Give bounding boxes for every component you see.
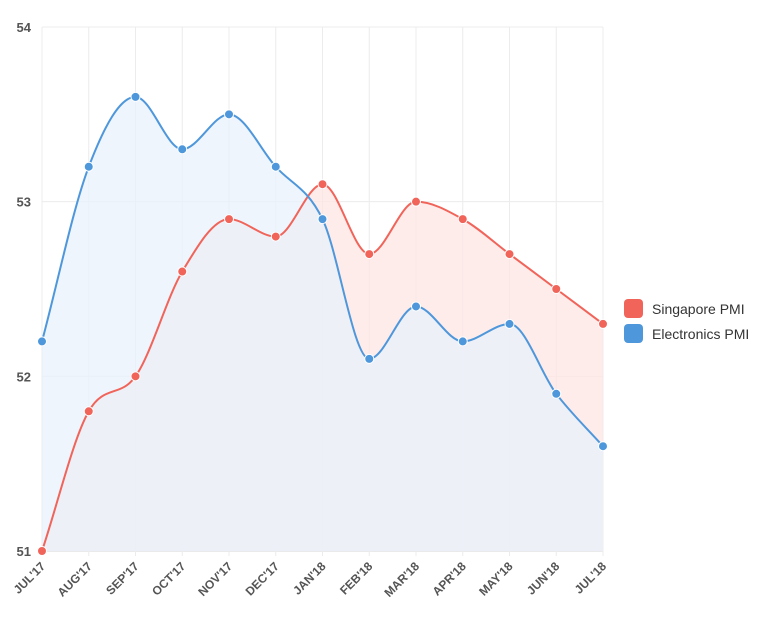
x-tick-label: NOV'17 (195, 559, 235, 599)
y-tick-label: 53 (17, 195, 31, 210)
series-area-1 (42, 96, 603, 551)
data-point[interactable] (551, 284, 562, 294)
data-point[interactable] (551, 388, 562, 399)
legend-item-electronics-pmi[interactable]: Electronics PMI (624, 321, 749, 346)
series-line-0 (41, 183, 604, 552)
legend-item-singapore-pmi[interactable]: Singapore PMI (624, 296, 749, 321)
x-tick-label: JUL'17 (11, 559, 49, 597)
legend-swatch-electronics (624, 324, 643, 343)
x-tick-label: AUG'17 (55, 559, 95, 599)
y-tick-label: 54 (17, 20, 32, 35)
data-point[interactable] (317, 214, 328, 225)
x-tick-label: APR'18 (430, 559, 470, 599)
data-point[interactable] (457, 214, 468, 225)
series-points (37, 91, 608, 556)
x-tick-label: DEC'17 (243, 559, 283, 599)
data-point[interactable] (270, 231, 281, 242)
x-tick-label: MAR'18 (381, 559, 422, 600)
x-tick-label: FEB'18 (337, 559, 376, 598)
y-axis-ticks: 51 52 53 54 (17, 20, 32, 559)
data-point[interactable] (504, 249, 515, 260)
data-point[interactable] (598, 318, 608, 329)
data-point[interactable] (37, 546, 47, 556)
x-axis-ticks: JUL'17 AUG'17 SEP'17 OCT'17 NOV'17 DEC'17 JAN'… (11, 559, 610, 600)
x-tick-label: JUL'18 (572, 559, 610, 597)
data-point[interactable] (37, 336, 47, 347)
data-point[interactable] (177, 266, 188, 277)
data-point[interactable] (224, 214, 234, 225)
data-point[interactable] (457, 336, 468, 347)
data-point[interactable] (270, 161, 281, 172)
data-point[interactable] (411, 301, 421, 312)
legend-swatch-singapore (624, 299, 643, 318)
data-point[interactable] (411, 196, 421, 207)
data-point[interactable] (317, 179, 328, 190)
data-point[interactable] (83, 406, 94, 417)
data-point[interactable] (83, 161, 94, 172)
data-point[interactable] (130, 371, 141, 382)
data-point[interactable] (364, 249, 375, 260)
legend: Singapore PMI Electronics PMI (624, 296, 749, 346)
x-tick-label: JAN'18 (290, 559, 329, 598)
data-point[interactable] (130, 91, 141, 102)
data-point[interactable] (364, 353, 375, 364)
x-tick-label: SEP'17 (103, 559, 142, 598)
legend-label-singapore: Singapore PMI (652, 300, 745, 317)
data-point[interactable] (504, 318, 515, 329)
y-tick-label: 52 (17, 369, 31, 384)
x-tick-label: OCT'17 (149, 559, 188, 598)
data-point[interactable] (598, 441, 608, 452)
x-tick-label: JUN'18 (524, 559, 563, 598)
y-tick-label: 51 (17, 544, 31, 559)
data-point[interactable] (177, 144, 188, 155)
legend-label-electronics: Electronics PMI (652, 325, 750, 342)
data-point[interactable] (224, 109, 234, 120)
x-tick-label: MAY'18 (476, 559, 516, 599)
